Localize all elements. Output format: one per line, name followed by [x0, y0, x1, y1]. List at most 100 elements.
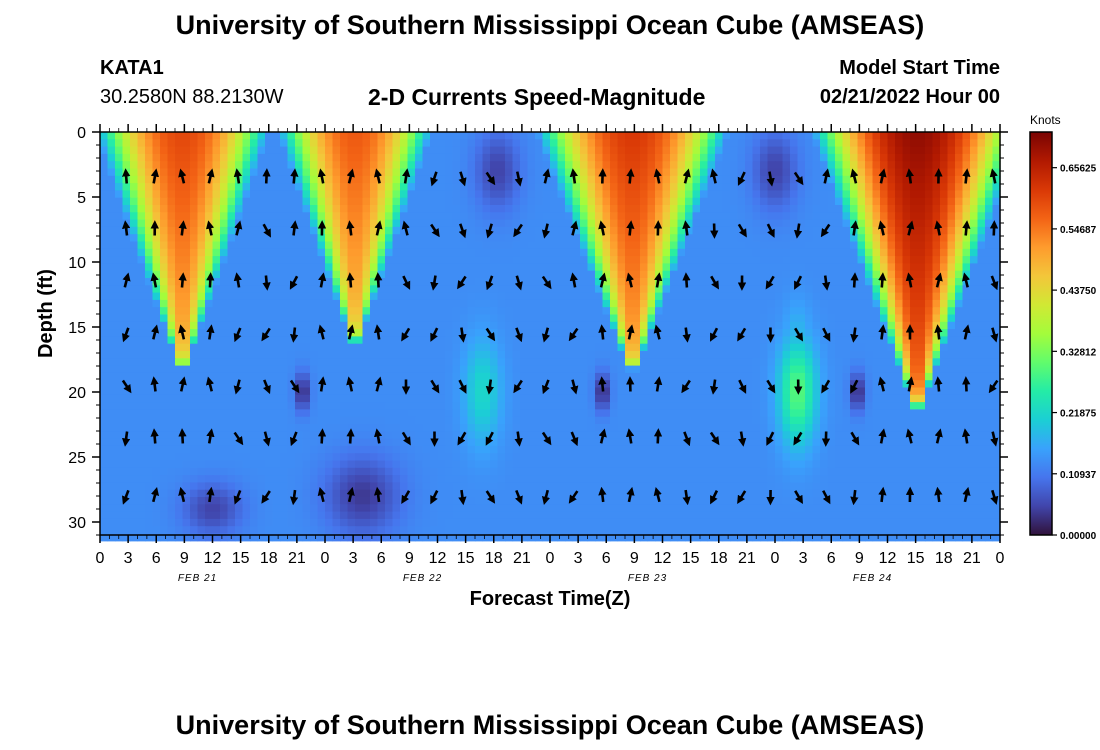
- heatmap-cell: [460, 197, 469, 206]
- heatmap-cell: [610, 394, 619, 403]
- heatmap-cell: [535, 183, 544, 191]
- heatmap-cell: [700, 380, 709, 389]
- heatmap-cell: [310, 212, 319, 221]
- heatmap-cell: [655, 139, 664, 148]
- heatmap-cell: [175, 358, 184, 367]
- heatmap-cell: [550, 343, 559, 352]
- heatmap-cell: [580, 394, 589, 403]
- heatmap-cell: [265, 146, 274, 155]
- heatmap-cell: [287, 146, 296, 155]
- heatmap-cell: [280, 424, 289, 432]
- heatmap-cell: [797, 307, 806, 316]
- heatmap-cell: [857, 212, 866, 221]
- heatmap-cell: [625, 336, 634, 345]
- heatmap-cell: [520, 409, 529, 418]
- heatmap-cell: [182, 190, 191, 199]
- heatmap-cell: [505, 278, 514, 286]
- heatmap-cell: [280, 402, 289, 410]
- heatmap-cell: [175, 307, 184, 316]
- heatmap-cell: [422, 409, 431, 418]
- heatmap-cell: [340, 292, 349, 301]
- heatmap-cell: [730, 153, 739, 162]
- heatmap-cell: [640, 285, 649, 294]
- heatmap-cell: [910, 351, 919, 359]
- heatmap-cell: [280, 329, 289, 337]
- heatmap-cell: [452, 153, 461, 162]
- heatmap-cell: [850, 212, 859, 221]
- heatmap-cell: [497, 205, 506, 213]
- heatmap-cell: [970, 132, 979, 140]
- heatmap-cell: [497, 343, 506, 352]
- heatmap-cell: [977, 329, 986, 337]
- heatmap-cell: [325, 270, 334, 279]
- heatmap-cell: [512, 139, 521, 148]
- heatmap-cell: [362, 336, 371, 345]
- heatmap-cell: [910, 329, 919, 337]
- heatmap-cell: [145, 402, 154, 410]
- heatmap-cell: [760, 394, 769, 403]
- heatmap-cell: [565, 241, 574, 250]
- heatmap-cell: [407, 278, 416, 286]
- heatmap-cell: [910, 314, 919, 323]
- heatmap-cell: [280, 343, 289, 352]
- heatmap-cell: [782, 402, 791, 410]
- heatmap-cell: [572, 351, 581, 359]
- heatmap-cell: [205, 351, 214, 359]
- heatmap-cell: [227, 307, 236, 316]
- heatmap-cell: [797, 285, 806, 294]
- heatmap-cell: [572, 205, 581, 213]
- heatmap-cell: [557, 278, 566, 286]
- heatmap-cell: [842, 314, 851, 323]
- heatmap-cell: [190, 402, 199, 410]
- heatmap-cell: [835, 146, 844, 155]
- heatmap-cell: [362, 153, 371, 162]
- heatmap-cell: [325, 161, 334, 170]
- heatmap-cell: [640, 161, 649, 170]
- heatmap-cell: [580, 343, 589, 352]
- heatmap-cell: [640, 409, 649, 418]
- heatmap-cell: [227, 248, 236, 257]
- heatmap-cell: [107, 380, 116, 389]
- heatmap-cell: [520, 197, 529, 206]
- heatmap-cell: [812, 351, 821, 359]
- heatmap-cell: [115, 212, 124, 221]
- heatmap-cell: [212, 175, 221, 184]
- heatmap-cell: [175, 394, 184, 403]
- heatmap-cell: [767, 219, 776, 228]
- heatmap-cell: [265, 372, 274, 381]
- heatmap-cell: [580, 132, 589, 140]
- heatmap-cell: [122, 424, 131, 432]
- heatmap-cell: [842, 248, 851, 257]
- heatmap-cell: [820, 234, 829, 243]
- heatmap-cell: [212, 146, 221, 155]
- heatmap-cell: [422, 241, 431, 250]
- heatmap-cell: [880, 205, 889, 213]
- heatmap-cell: [932, 153, 941, 162]
- heatmap-cell: [602, 372, 611, 381]
- heatmap-cell: [670, 416, 679, 425]
- heatmap-cell: [220, 380, 229, 389]
- heatmap-cell: [482, 380, 491, 389]
- heatmap-cell: [565, 285, 574, 294]
- heatmap-cell: [775, 153, 784, 162]
- heatmap-cell: [145, 263, 154, 272]
- heatmap-cell: [332, 343, 341, 352]
- heatmap-cell: [857, 372, 866, 381]
- heatmap-cell: [587, 424, 596, 432]
- heatmap-cell: [872, 256, 881, 264]
- heatmap-cell: [250, 372, 259, 381]
- heatmap-cell: [100, 270, 109, 279]
- heatmap-cell: [220, 226, 229, 235]
- heatmap-cell: [595, 394, 604, 403]
- heatmap-cell: [242, 307, 251, 316]
- heatmap-cell: [272, 183, 281, 191]
- heatmap-cell: [445, 416, 454, 425]
- heatmap-cell: [265, 139, 274, 148]
- heatmap-cell: [370, 365, 379, 374]
- heatmap-cell: [572, 431, 581, 440]
- heatmap-cell: [632, 234, 641, 243]
- heatmap-cell: [962, 365, 971, 374]
- heatmap-cell: [917, 307, 926, 316]
- heatmap-cell: [902, 175, 911, 184]
- heatmap-cell: [340, 314, 349, 323]
